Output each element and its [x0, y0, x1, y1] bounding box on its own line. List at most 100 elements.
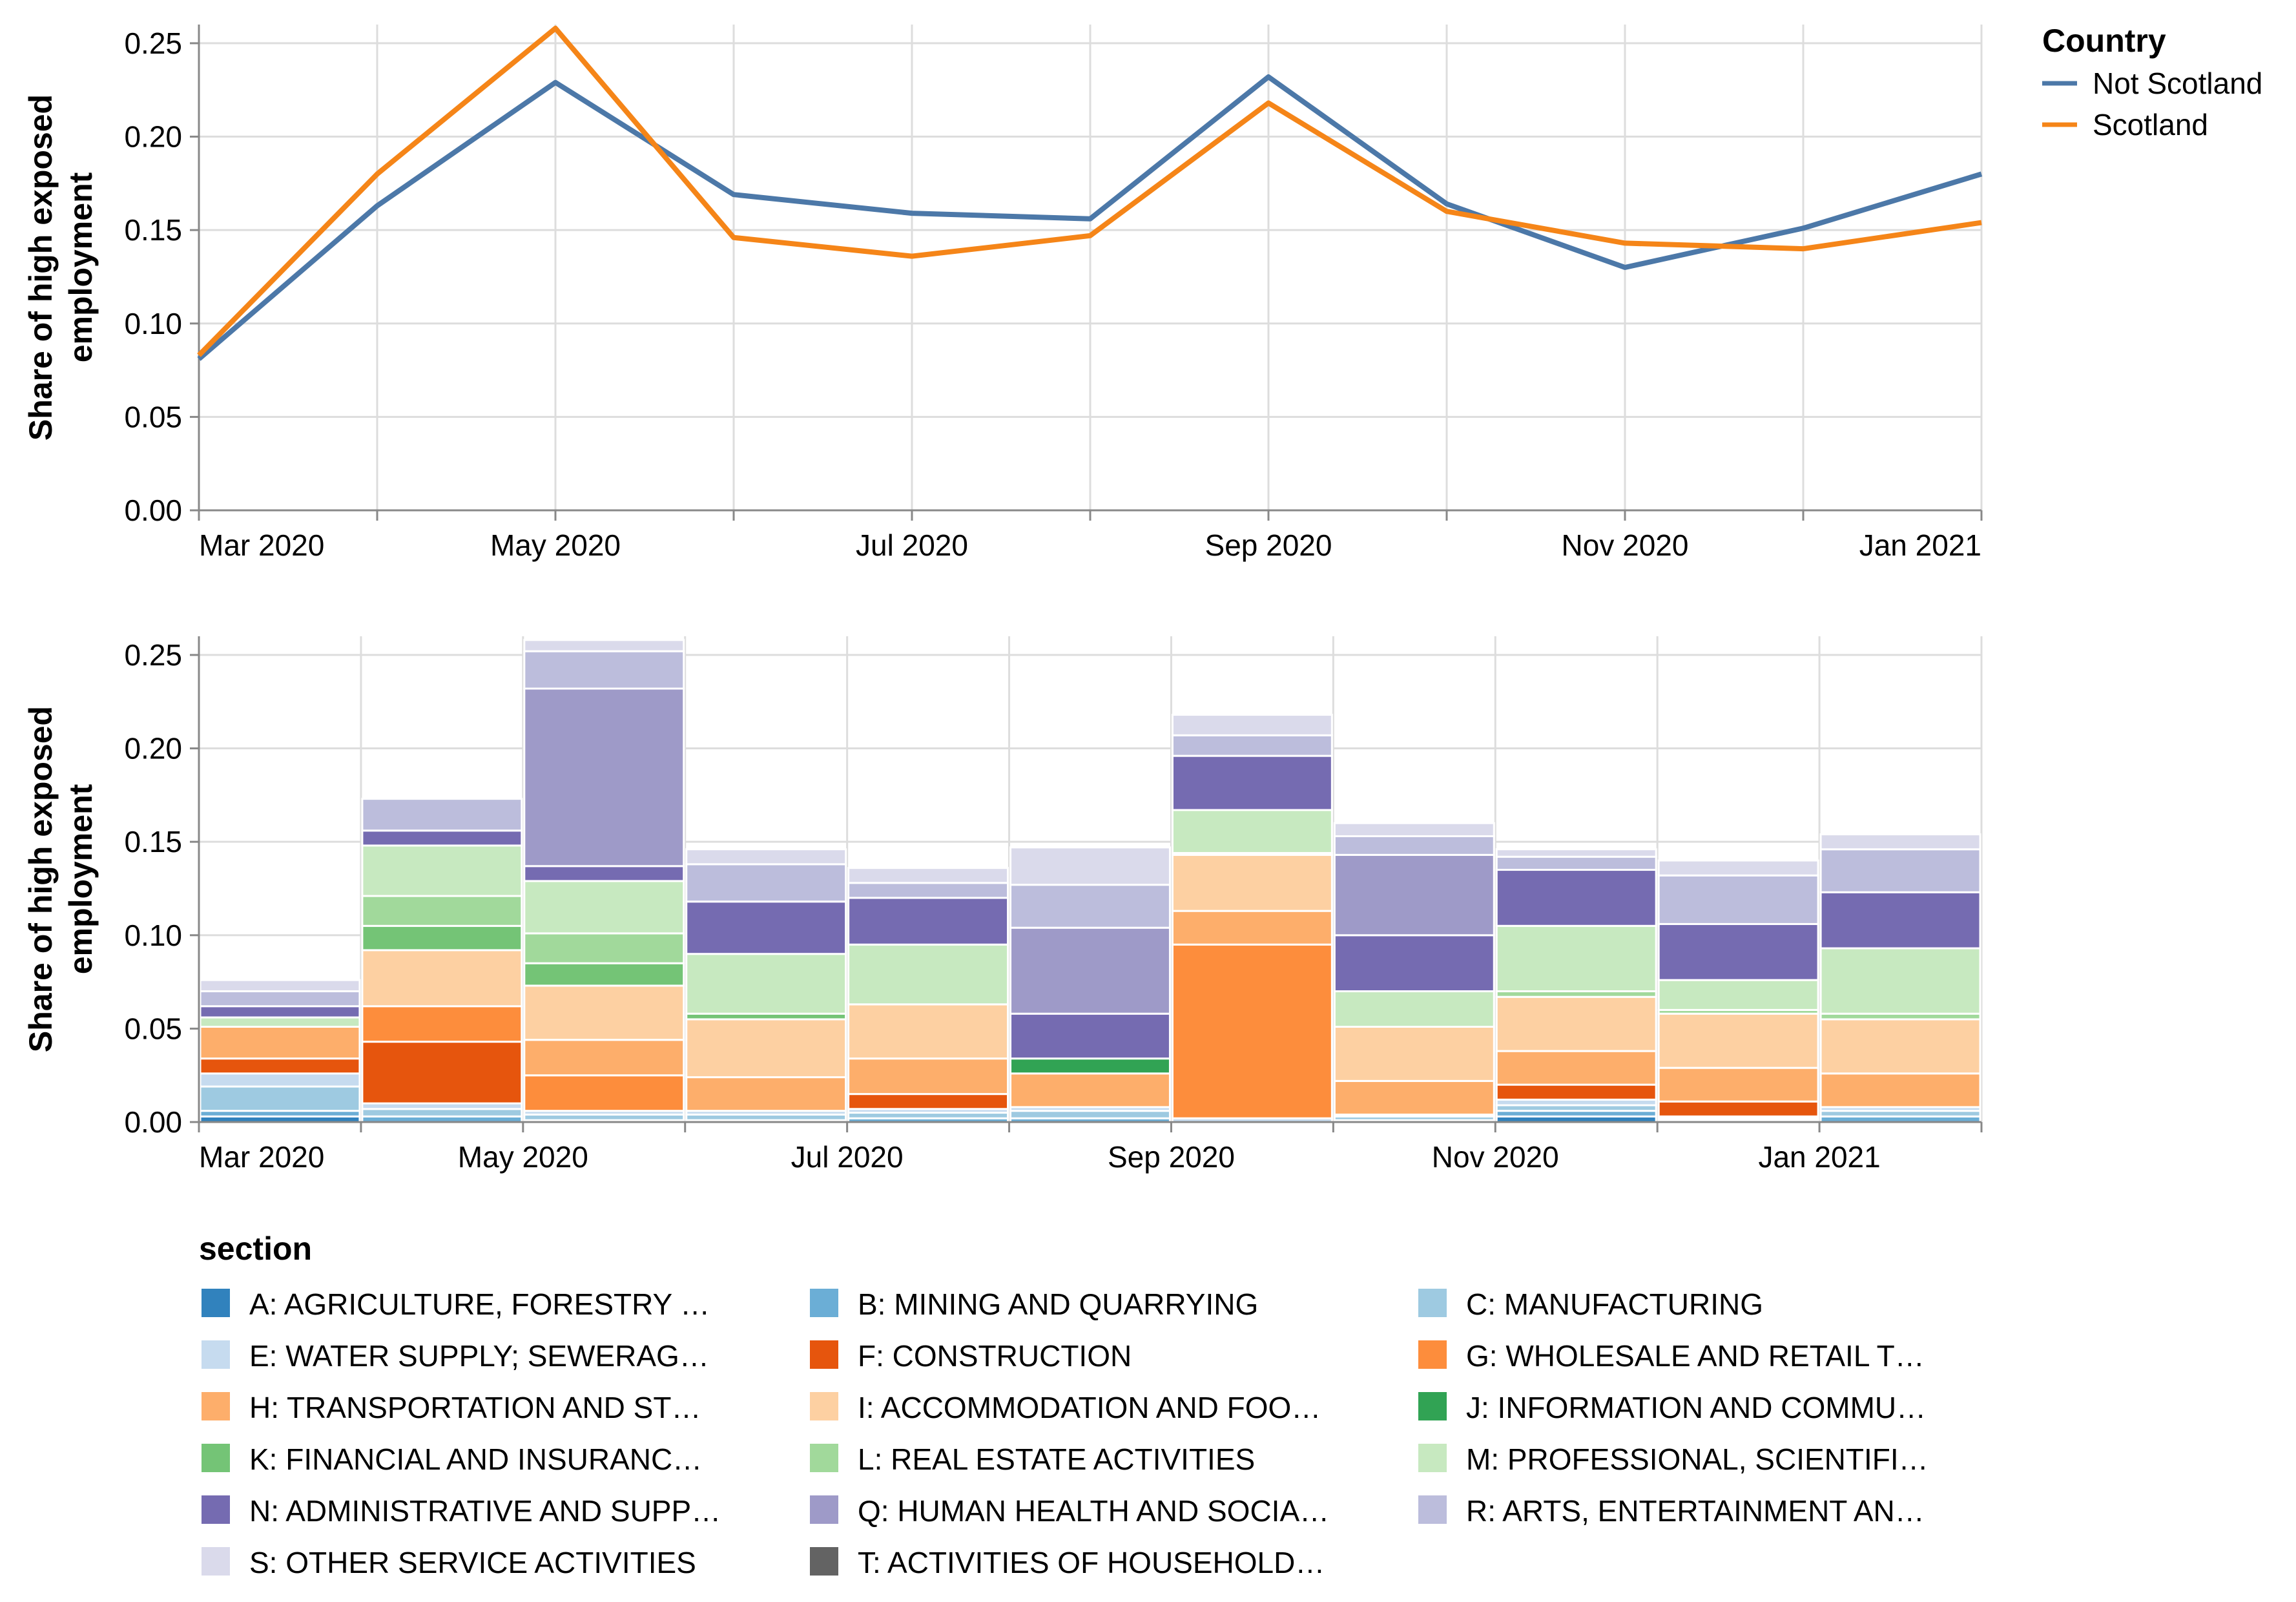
bar-legend-swatch [202, 1392, 230, 1420]
bar-segment-m [1657, 979, 1819, 1011]
bar-legend-swatch [202, 1289, 230, 1317]
bar-chart-y-axis-title: Share of high exposed employment [23, 706, 99, 1052]
bar-chart-axes: 0.00 0.05 0.10 0.15 0.20 0.25 Share of high ex… [23, 636, 1983, 1174]
bar-segment-f [199, 1057, 361, 1075]
bar-segment-f [1495, 1083, 1657, 1101]
bar-chart-bars [199, 639, 1981, 1123]
bar-segment-m [1495, 924, 1657, 993]
bar-legend-label: H: TRANSPORTATION AND ST… [249, 1391, 701, 1424]
line-chart-grid [198, 25, 1983, 512]
bar-segment-s [685, 848, 847, 866]
bar-segment-c [1009, 1110, 1171, 1119]
bar-segment-s [1333, 822, 1495, 837]
bar-legend-swatch [202, 1495, 230, 1524]
line-chart-axes: 0.00 0.05 0.10 0.15 0.20 0.25 Share of high ex… [23, 25, 1983, 562]
bar-legend-label: L: REAL ESTATE ACTIVITIES [858, 1442, 1255, 1476]
bar-segment-s [199, 979, 361, 993]
bar-legend-swatch [1418, 1340, 1447, 1369]
bar-chart-ytick-label: 0.20 [124, 732, 182, 765]
bar-chart-ytick-label: 0.25 [124, 638, 182, 672]
bar-segment-m [1819, 947, 1981, 1015]
bar-segment-j [1009, 1057, 1171, 1075]
line-chart-xtick-label: Nov 2020 [1562, 528, 1689, 562]
bar-segment-m [1171, 809, 1333, 855]
line-chart-xtick-label: Jul 2020 [856, 528, 968, 562]
bar-segment-f [361, 1041, 523, 1105]
stacked-bar-chart: 0.00 0.05 0.10 0.15 0.20 0.25 Share of high ex… [23, 636, 1983, 1579]
bar-segment-q [1333, 853, 1495, 937]
bar-chart-xtick-label: Jan 2021 [1758, 1140, 1880, 1174]
bar-segment-h [1819, 1072, 1981, 1108]
bar-segment-h [847, 1057, 1009, 1096]
bar-legend-label: C: MANUFACTURING [1466, 1287, 1763, 1321]
bar-legend-label: A: AGRICULTURE, FORESTRY … [249, 1287, 710, 1321]
bar-chart-xtick-label: May 2020 [458, 1140, 588, 1174]
bar-segment-h [1333, 1079, 1495, 1116]
bar-legend-swatch [1418, 1444, 1447, 1472]
bar-segment-m [847, 943, 1009, 1006]
bar-segment-h [1495, 1050, 1657, 1086]
bar-segment-s [1495, 848, 1657, 858]
bar-segment-h [1171, 910, 1333, 946]
bar-segment-s [1657, 859, 1819, 877]
line-chart-xtick-label: Mar 2020 [199, 528, 324, 562]
bar-legend-label: T: ACTIVITIES OF HOUSEHOLD… [858, 1546, 1325, 1579]
bar-segment-s [1171, 713, 1333, 736]
bar-segment-c [199, 1085, 361, 1112]
bar-segment-m [1333, 990, 1495, 1028]
bar-segment-l [361, 895, 523, 927]
bar-legend-swatch [1418, 1495, 1447, 1524]
bar-segment-r [523, 650, 685, 690]
bar-segment-n [523, 865, 685, 882]
line-chart-ytick-label: 0.05 [124, 400, 182, 433]
bar-segment-k [361, 924, 523, 952]
line-chart-y-axis-title-line: Share of high exposed [23, 94, 59, 441]
bar-segment-m [685, 953, 847, 1015]
bar-segment-n [361, 829, 523, 847]
bar-segment-m [523, 880, 685, 935]
bar-legend-swatch [202, 1340, 230, 1369]
bar-legend-label: I: ACCOMMODATION AND FOO… [858, 1391, 1321, 1424]
bar-legend-label: S: OTHER SERVICE ACTIVITIES [249, 1546, 696, 1579]
line-series-scotland [197, 25, 1982, 357]
bar-segment-r [685, 863, 847, 903]
line-chart-ytick-label: 0.00 [124, 494, 182, 527]
line-chart-series [197, 25, 1983, 361]
bar-chart-ytick-label: 0.05 [124, 1012, 182, 1045]
bar-segment-f [847, 1093, 1009, 1110]
bar-segment-s [847, 867, 1009, 884]
bar-segment-r [361, 798, 523, 832]
bar-legend-label: M: PROFESSIONAL, SCIENTIFI… [1466, 1442, 1929, 1476]
bar-chart-xtick-label: Jul 2020 [791, 1140, 904, 1174]
bar-legend-label: N: ADMINISTRATIVE AND SUPP… [249, 1494, 721, 1528]
bar-segment-r [1657, 874, 1819, 925]
line-chart-xtick-label: Sep 2020 [1205, 528, 1332, 562]
line-legend-label: Not Scotland [2093, 67, 2262, 100]
bar-legend-swatch [810, 1495, 838, 1524]
bar-segment-h [1657, 1066, 1819, 1103]
bar-segment-s [523, 639, 685, 652]
bar-segment-m [199, 1016, 361, 1028]
line-chart-ytick-label: 0.15 [124, 213, 182, 247]
line-legend-title: Country [2042, 23, 2166, 59]
bar-legend-swatch [810, 1392, 838, 1420]
bar-segment-r [847, 882, 1009, 899]
bar-legend-swatch [202, 1444, 230, 1472]
bar-segment-l [523, 932, 685, 964]
bar-chart-xtick-label: Mar 2020 [199, 1140, 324, 1174]
bar-segment-s [1819, 833, 1981, 851]
bar-segment-i [685, 1018, 847, 1079]
bar-segment-s [1009, 846, 1171, 886]
bar-segment-i [847, 1003, 1009, 1060]
bar-segment-n [1171, 754, 1333, 811]
bar-segment-r [1819, 848, 1981, 893]
bar-segment-r [1009, 884, 1171, 929]
line-chart-legend: Country Not Scotland Scotland [2042, 23, 2262, 141]
bar-chart-ytick-label: 0.00 [124, 1105, 182, 1139]
bar-legend-label: G: WHOLESALE AND RETAIL T… [1466, 1339, 1925, 1373]
line-legend-label: Scotland [2093, 108, 2208, 141]
bar-legend-swatch [1418, 1392, 1447, 1420]
bar-segment-h [199, 1025, 361, 1060]
bar-segment-c [361, 1108, 523, 1118]
